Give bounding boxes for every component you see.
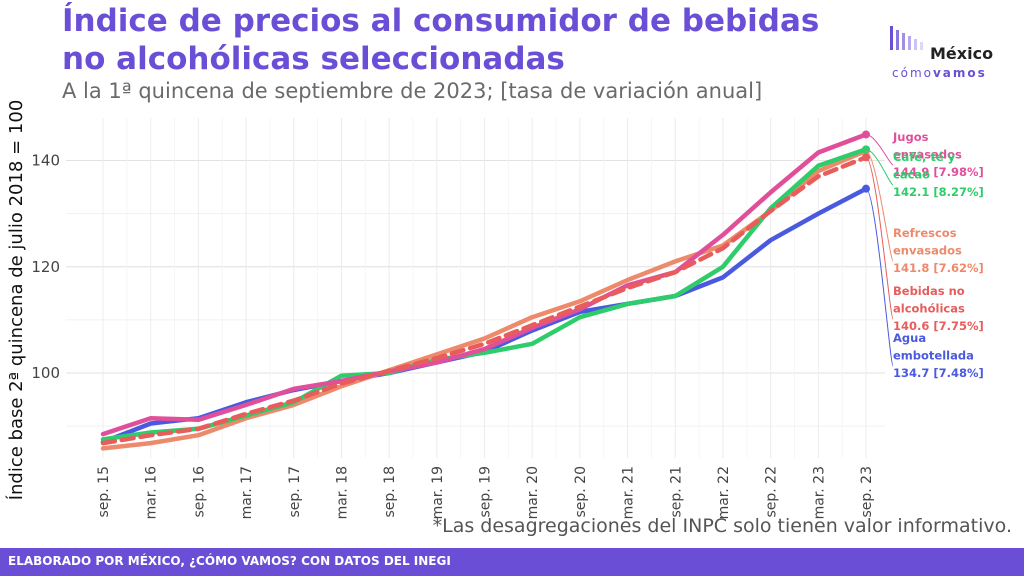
x-tick-label: sep. 22	[764, 466, 780, 518]
x-tick-label: sep. 17	[287, 466, 303, 518]
x-tick-label: mar. 22	[716, 466, 732, 519]
logo-sub-light: cómo	[892, 66, 933, 80]
label-leader-line	[865, 188, 894, 367]
x-tick-label: sep. 23	[859, 466, 875, 518]
x-tick-label: mar. 20	[525, 466, 541, 519]
x-tick-label: mar. 23	[811, 466, 827, 519]
brand-logo: México cómovamos	[888, 22, 1008, 84]
footer-credit: ELABORADO POR MÉXICO, ¿CÓMO VAMOS? CON D…	[8, 554, 451, 568]
x-tick-label: sep. 20	[573, 466, 589, 518]
x-tick-label: sep. 19	[478, 466, 494, 518]
chart-subtitle: A la 1ª quincena de septiembre de 2023; …	[62, 79, 763, 103]
x-tick-label: mar. 21	[621, 466, 637, 519]
footer-bar: ELABORADO POR MÉXICO, ¿CÓMO VAMOS? CON D…	[0, 548, 1024, 576]
y-axis-label: Índice base 2ª quincena de julio 2018 = …	[5, 100, 27, 501]
series-end-labels: Jugos envasados 144.9 [7.98%]Café, té y cac…	[865, 130, 984, 380]
series-end-name: envasados	[893, 244, 962, 258]
y-tick-label: 120	[31, 258, 60, 276]
series-line	[100, 147, 869, 442]
series-end-name: envasados	[893, 148, 962, 162]
x-tick-label: mar. 16	[144, 466, 160, 519]
series-end-name: Agua	[893, 331, 926, 345]
chart-grid	[66, 118, 885, 458]
series-end-name: Bebidas no	[893, 284, 965, 298]
series-end-name: Café, té y	[893, 150, 956, 164]
series-end-value: 142.1 [8.27%]	[893, 185, 984, 199]
x-tick-label: sep. 18	[382, 466, 398, 518]
x-tick-label: sep. 21	[668, 466, 684, 518]
series-line	[100, 132, 869, 437]
y-tick-label: 140	[31, 152, 60, 170]
logo-word: México	[930, 44, 994, 63]
label-leader-line	[865, 148, 894, 186]
x-tick-label: sep. 15	[96, 466, 112, 518]
label-leader-line	[865, 133, 894, 166]
series-end-value: 134.7 [7.48%]	[893, 366, 984, 380]
y-tick-label: 100	[31, 364, 60, 382]
footnote: *Las desagregaciones del INPC solo tiene…	[432, 515, 1012, 537]
series-end-name: embotellada	[893, 349, 974, 363]
series-end-name: alcohólicas	[893, 302, 965, 316]
logo-bars-icon	[890, 26, 923, 50]
x-tick-label: mar. 19	[430, 466, 446, 519]
series-end-name: Refrescos	[893, 226, 957, 240]
y-axis: 100 120 140	[31, 152, 60, 383]
series-end-value: 141.8 [7.62%]	[893, 261, 984, 275]
series-end-value: 144.9 [7.98%]	[893, 165, 984, 179]
logo-sub-bold: vamos	[932, 66, 987, 80]
chart-title: Índice de precios al consumidor de bebid…	[62, 3, 820, 77]
x-axis: sep. 15 mar. 16 sep. 16 mar. 17 sep. 17 mar. …	[96, 466, 875, 519]
x-tick-label: sep. 16	[191, 466, 207, 518]
series-end-name: cacao	[893, 168, 930, 182]
series-line	[100, 155, 869, 446]
series-end-name: Jugos	[892, 130, 929, 144]
logo-subtitle: cómovamos	[892, 66, 987, 80]
x-tick-label: mar. 18	[334, 466, 350, 519]
label-leader-line	[865, 150, 894, 262]
label-leader-line	[865, 156, 894, 320]
series-lines	[100, 130, 870, 451]
series-end-value: 140.6 [7.75%]	[893, 319, 984, 333]
x-tick-label: mar. 17	[239, 466, 255, 519]
